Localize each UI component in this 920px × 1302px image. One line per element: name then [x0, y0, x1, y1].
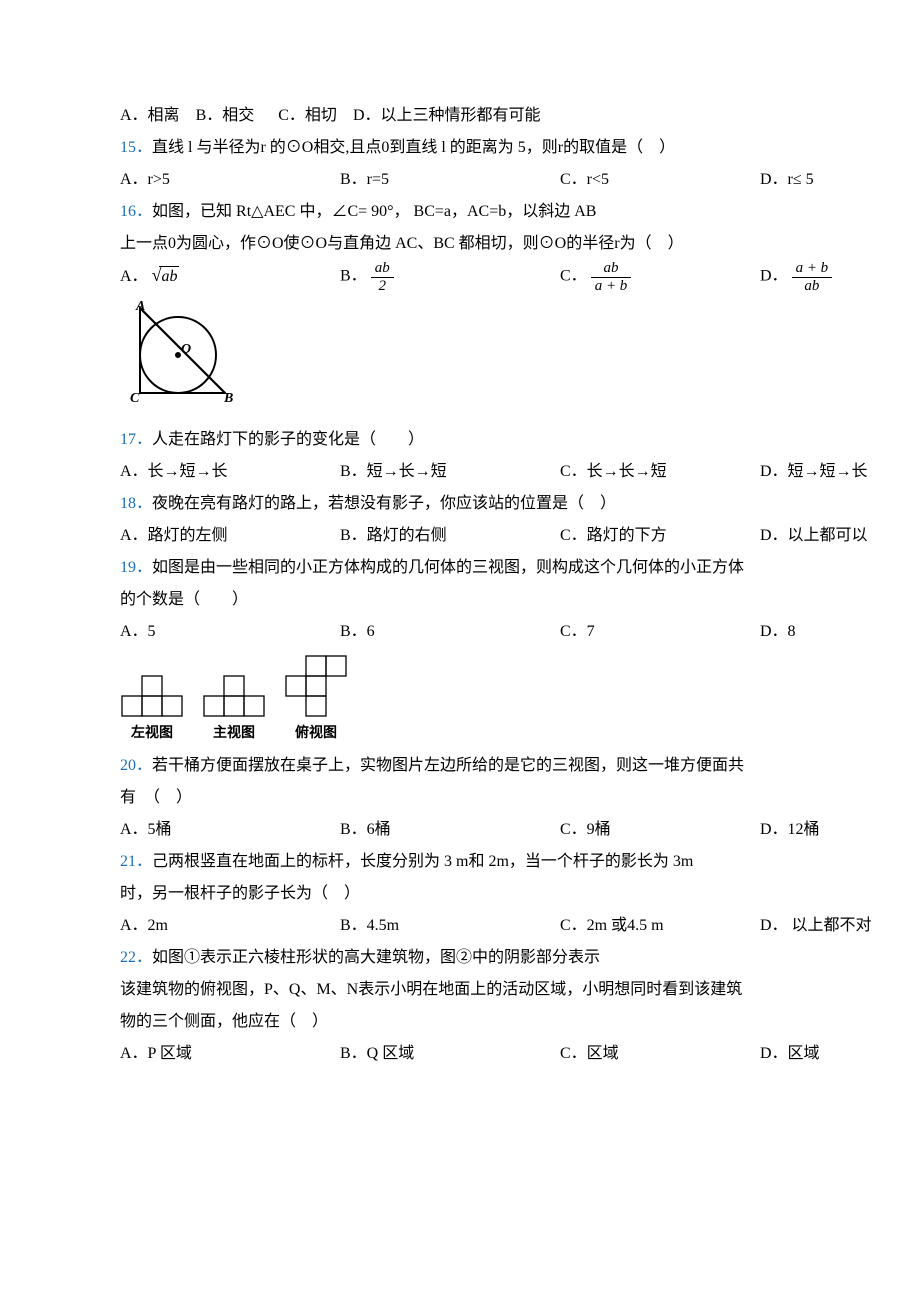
q15-opt-d: D．r≤ 5: [760, 164, 814, 196]
q22-opt-c: C．区域: [560, 1038, 760, 1070]
q15-options: A．r>5 B．r=5 C．r<5 D．r≤ 5: [120, 164, 800, 196]
top-view: 俯视图: [284, 654, 348, 748]
q16-opt-c: C． aba + b: [560, 260, 760, 294]
q17-opt-b: B．短→长→短: [340, 456, 560, 488]
q21-text1: 己两根竖直在地面上的标杆，长度分别为 3 m和 2m，当一个杆子的影长为 3m: [152, 853, 693, 870]
q16-stem2: 上一点0为圆心，作⊙O使⊙O与直角边 AC、BC 都相切，则⊙O的半径r为（ ）: [120, 228, 800, 260]
left-view-label: 左视图: [131, 720, 173, 748]
q20-stem1: 20．若干桶方便面摆放在桌子上，实物图片左边所给的是它的三视图，则这一堆方便面共: [120, 750, 800, 782]
q20-opt-c: C．9桶: [560, 814, 760, 846]
front-view-label: 主视图: [213, 720, 255, 748]
q16-options: A． √ab B． ab2 C． aba + b D． a + bab: [120, 260, 800, 294]
q18-number: 18．: [120, 495, 152, 512]
q22-number: 22．: [120, 949, 152, 966]
q15-opt-a: A．r>5: [120, 164, 340, 196]
q17-opt-d: D．短→短→长: [760, 456, 868, 488]
page: A．相离 B．相交 C．相切 D．以上三种情形都有可能 15．直线 l 与半径为…: [0, 0, 920, 1302]
fig-label-c: C: [130, 391, 140, 406]
q19-views: 左视图 主视图: [120, 654, 800, 748]
q20-opt-a: A．5桶: [120, 814, 340, 846]
q22-opt-a: A．P 区域: [120, 1038, 340, 1070]
q18-text: 夜晚在亮有路灯的路上，若想没有影子，你应该站的位置是（ ）: [152, 495, 616, 512]
q20-stem2: 有 （ ）: [120, 782, 800, 814]
q22-options: A．P 区域 B．Q 区域 C．区域 D．区域: [120, 1038, 800, 1070]
q18-opt-d: D．以上都可以: [760, 520, 868, 552]
q16-number: 16．: [120, 203, 152, 220]
q15-text: 直线 l 与半径为r 的⊙O相交,且点0到直线 l 的距离为 5，则r的取值是（…: [152, 139, 675, 156]
fig-label-a: A: [135, 299, 145, 314]
q18-opt-b: B．路灯的右侧: [340, 520, 560, 552]
q19-opt-d: D．8: [760, 616, 796, 648]
q21-opt-b: B．4.5m: [340, 910, 560, 942]
fig-label-b: B: [223, 391, 233, 406]
q21-opt-c: C．2m 或4.5 m: [560, 910, 760, 942]
q14-opt-c: C．相切: [278, 107, 337, 124]
q16-stem1: 16．如图，已知 Rt△AEC 中，∠C= 90°， BC=a，AC=b，以斜边…: [120, 196, 800, 228]
q19-stem1: 19．如图是由一些相同的小正方体构成的几何体的三视图，则构成这个几何体的小正方体: [120, 552, 800, 584]
q22-stem2: 该建筑物的俯视图，P、Q、M、N表示小明在地面上的活动区域，小明想同时看到该建筑: [120, 974, 800, 1006]
q15-opt-b: B．r=5: [340, 164, 560, 196]
q16-opt-d: D． a + bab: [760, 260, 832, 294]
q15-stem: 15．直线 l 与半径为r 的⊙O相交,且点0到直线 l 的距离为 5，则r的取…: [120, 132, 800, 164]
q20-opt-b: B．6桶: [340, 814, 560, 846]
q14-options-line: A．相离 B．相交 C．相切 D．以上三种情形都有可能: [120, 100, 800, 132]
q21-number: 21．: [120, 853, 152, 870]
q17-opt-c: C．长→长→短: [560, 456, 760, 488]
top-view-label: 俯视图: [295, 720, 337, 748]
q15-opt-c: C．r<5: [560, 164, 760, 196]
q19-opt-a: A．5: [120, 616, 340, 648]
q19-stem2: 的个数是（ ）: [120, 584, 800, 616]
q21-options: A．2m B．4.5m C．2m 或4.5 m D． 以上都不对: [120, 910, 800, 942]
q19-text1: 如图是由一些相同的小正方体构成的几何体的三视图，则构成这个几何体的小正方体: [152, 559, 744, 576]
q18-opt-a: A．路灯的左侧: [120, 520, 340, 552]
q20-number: 20．: [120, 757, 152, 774]
q17-stem: 17．人走在路灯下的影子的变化是（ ）: [120, 424, 800, 456]
q21-opt-a: A．2m: [120, 910, 340, 942]
q21-stem2: 时，另一根杆子的影子长为（ ）: [120, 878, 800, 910]
q18-stem: 18．夜晚在亮有路灯的路上，若想没有影子，你应该站的位置是（ ）: [120, 488, 800, 520]
q21-stem1: 21．己两根竖直在地面上的标杆，长度分别为 3 m和 2m，当一个杆子的影长为 …: [120, 846, 800, 878]
q14-opt-a: A．相离: [120, 107, 180, 124]
q16-text1: 如图，已知 Rt△AEC 中，∠C= 90°， BC=a，AC=b，以斜边 AB: [152, 203, 596, 220]
q14-opt-b: B．相交: [196, 107, 255, 124]
q22-opt-b: B．Q 区域: [340, 1038, 560, 1070]
q20-text1: 若干桶方便面摆放在桌子上，实物图片左边所给的是它的三视图，则这一堆方便面共: [152, 757, 744, 774]
q19-number: 19．: [120, 559, 152, 576]
q22-opt-d: D．区域: [760, 1038, 820, 1070]
q20-options: A．5桶 B．6桶 C．9桶 D．12桶: [120, 814, 800, 846]
sqrt-ab: √ab: [152, 266, 180, 286]
q21-opt-d: D． 以上都不对: [760, 910, 872, 942]
q22-text1: 如图①表示正六棱柱形状的高大建筑物，图②中的阴影部分表示: [152, 949, 600, 966]
frac-aplusb-ab: a + bab: [792, 260, 833, 294]
frac-ab-aplusb: aba + b: [591, 260, 632, 294]
q18-options: A．路灯的左侧 B．路灯的右侧 C．路灯的下方 D．以上都可以: [120, 520, 800, 552]
q17-text: 人走在路灯下的影子的变化是（ ）: [152, 431, 424, 448]
q22-stem1: 22．如图①表示正六棱柱形状的高大建筑物，图②中的阴影部分表示: [120, 942, 800, 974]
q20-opt-d: D．12桶: [760, 814, 820, 846]
front-view: 主视图: [202, 674, 266, 748]
q19-options: A．5 B．6 C．7 D．8: [120, 616, 800, 648]
q17-number: 17．: [120, 431, 152, 448]
left-view: 左视图: [120, 674, 184, 748]
q14-opt-d: D．以上三种情形都有可能: [353, 107, 541, 124]
q18-opt-c: C．路灯的下方: [560, 520, 760, 552]
q17-options: A．长→短→长 B．短→长→短 C．长→长→短 D．短→短→长: [120, 456, 800, 488]
frac-ab-2: ab2: [371, 260, 394, 294]
q16-opt-a: A． √ab: [120, 261, 340, 293]
q16-opt-b: B． ab2: [340, 260, 560, 294]
q19-opt-c: C．7: [560, 616, 760, 648]
q17-opt-a: A．长→短→长: [120, 456, 340, 488]
q16-figure: A O C B: [120, 298, 800, 420]
fig-label-o: O: [181, 342, 191, 357]
q15-number: 15．: [120, 139, 152, 156]
q19-opt-b: B．6: [340, 616, 560, 648]
q22-stem3: 物的三个侧面，他应在（ ）: [120, 1006, 800, 1038]
